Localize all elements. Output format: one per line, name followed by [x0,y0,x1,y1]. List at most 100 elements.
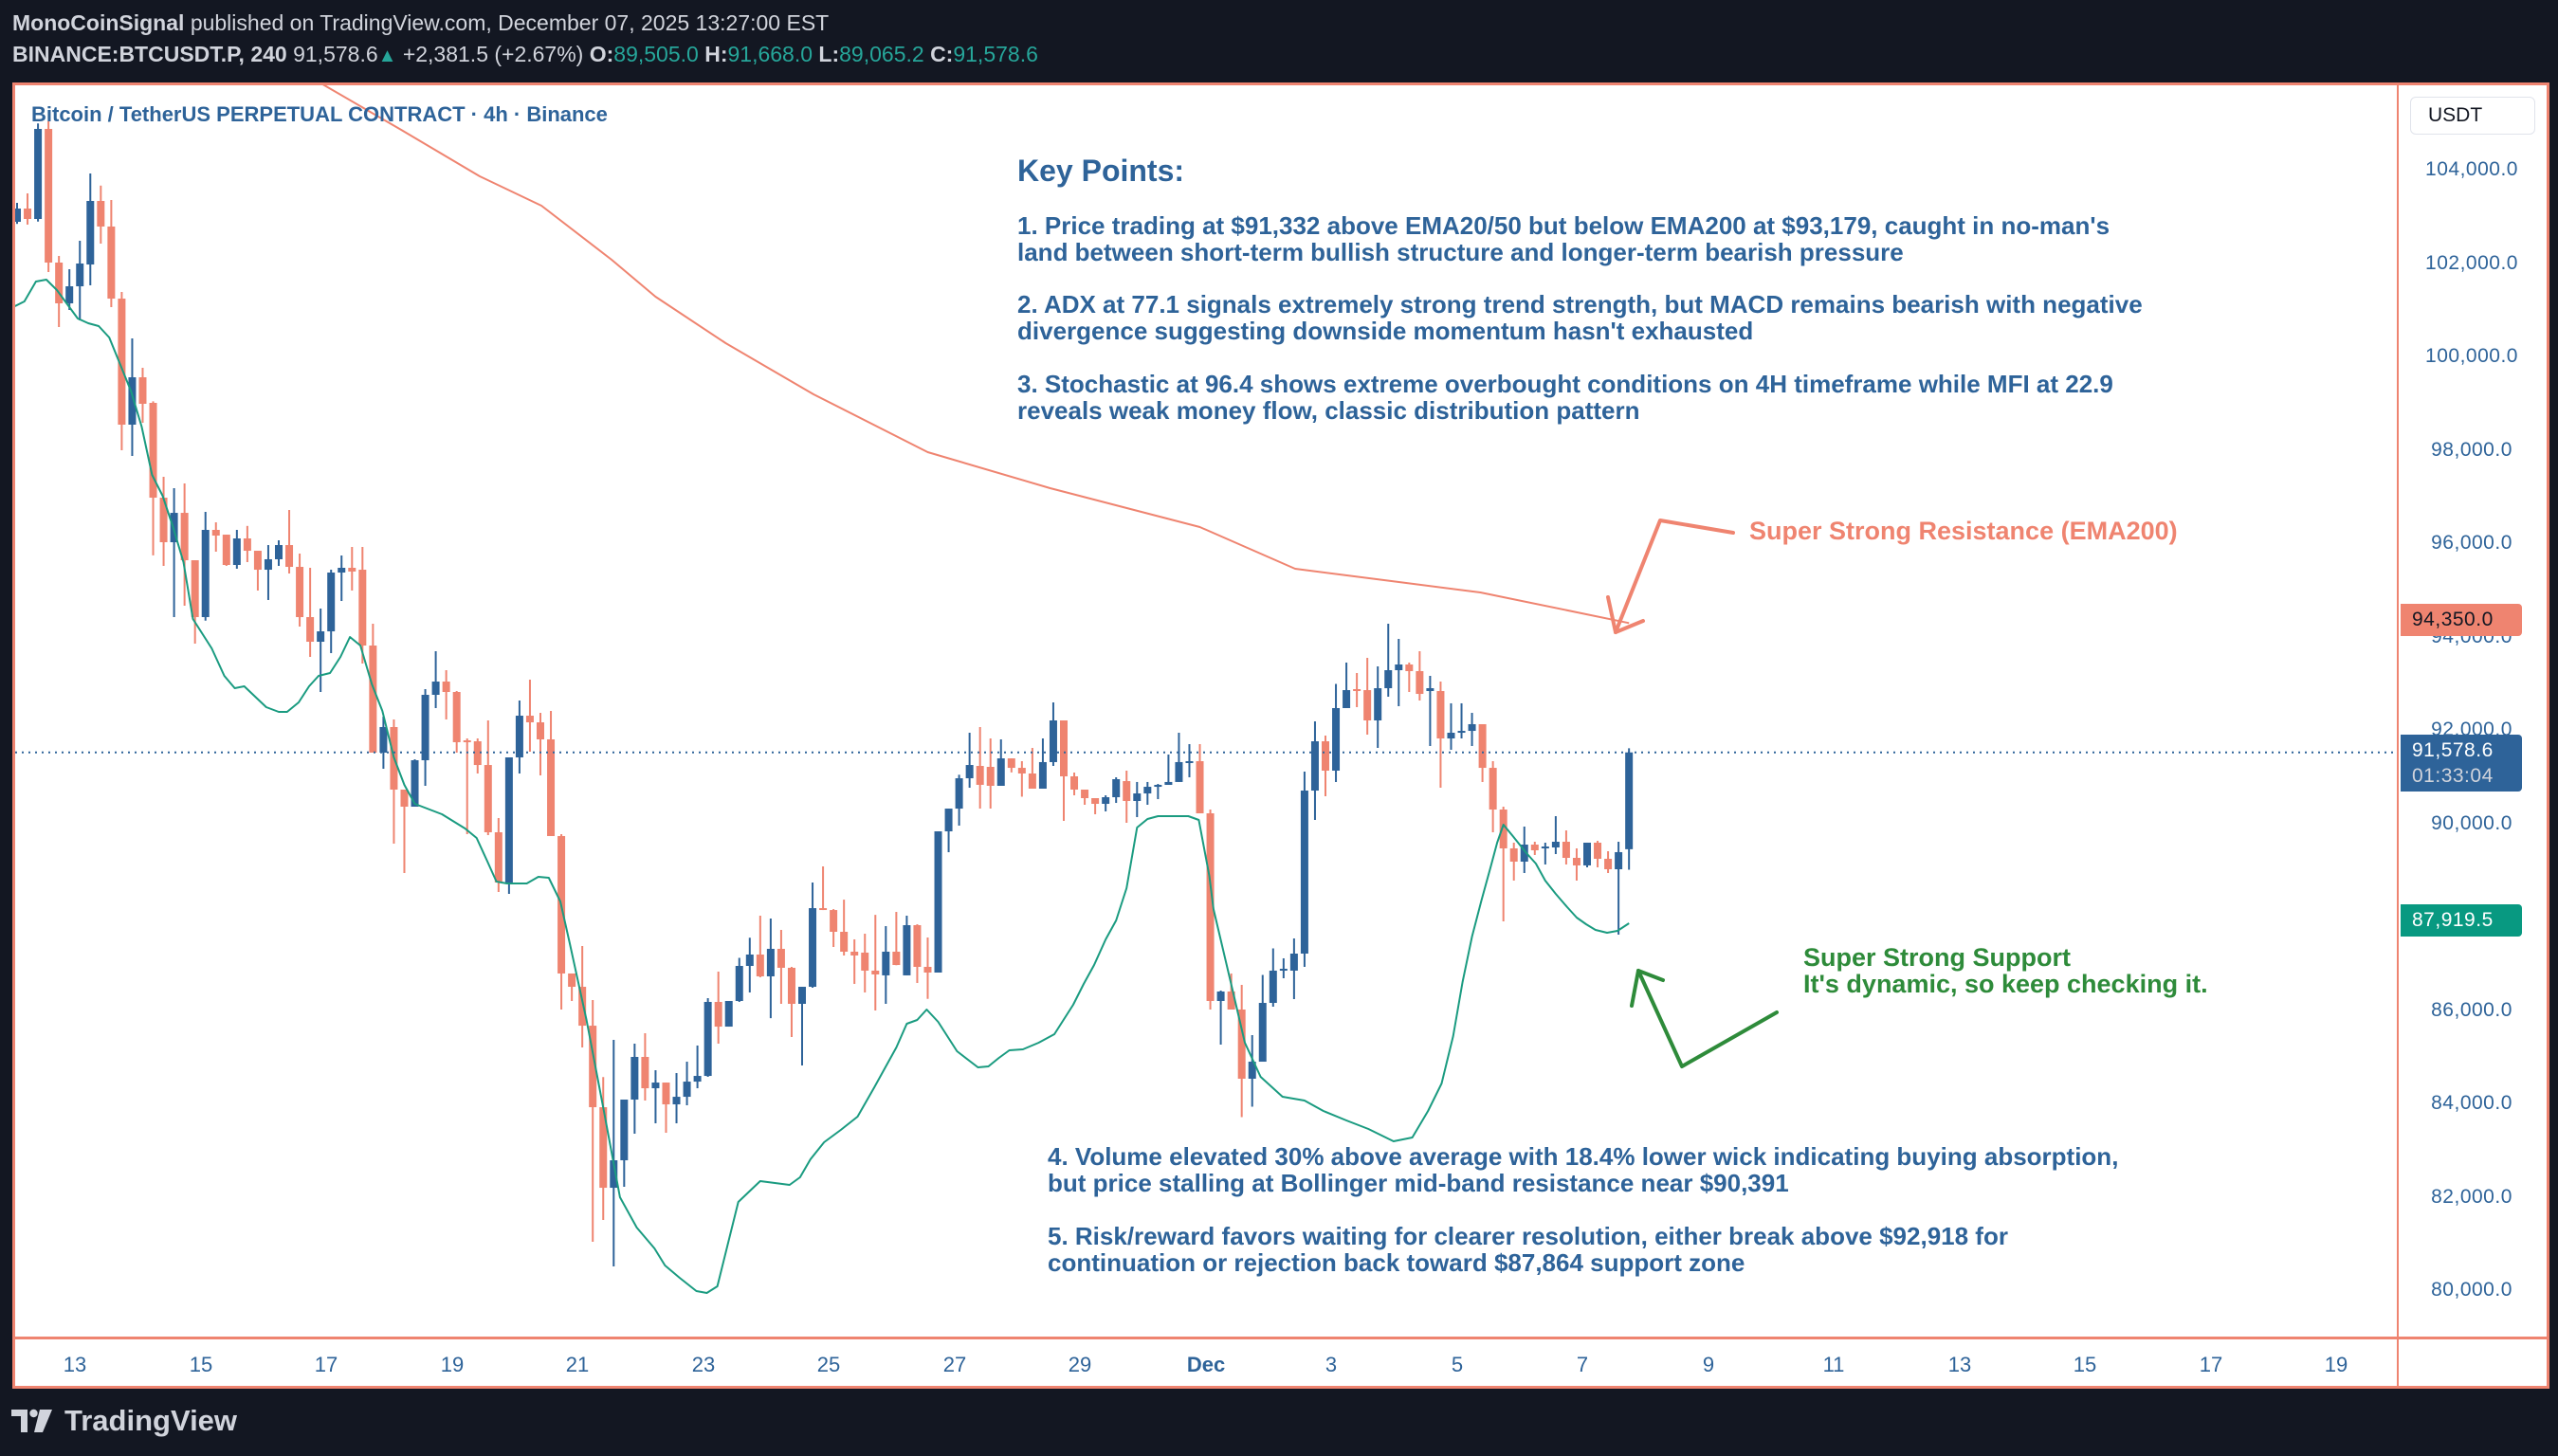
candle-body [1604,858,1613,870]
candle-body [484,765,492,833]
candle-body [317,631,325,643]
time-tick-label: 21 [565,1353,590,1376]
candle-body [1436,691,1445,739]
candle-body [107,226,116,300]
candle-body [693,1076,702,1083]
candle-body [683,1082,691,1098]
candle-body [1028,773,1036,790]
candle-body [306,617,315,643]
candle-body [850,951,859,956]
price-tick-label: 86,000.0 [2431,998,2512,1021]
candle-body [830,910,838,933]
candle-body [1269,970,1277,1004]
time-tick-label: 29 [1068,1353,1092,1376]
chart-plot-area[interactable]: Bitcoin / TetherUS PERPETUAL CONTRACT · … [15,85,2397,1337]
candle-body [442,682,450,693]
key-point-5: 5. Risk/reward favors waiting for cleare… [1048,1223,2008,1276]
candle-body [504,757,513,883]
support-annotation-line-2: It's dynamic, so keep checking it. [1803,970,2208,998]
candle-body [913,925,922,967]
indicator-lines [15,85,1630,1294]
candle-body [903,925,911,975]
candle-body [1102,797,1110,805]
candle-body [934,831,942,973]
time-tick-label: 13 [63,1353,87,1376]
candle-body [882,951,890,975]
candle-body [358,570,367,646]
candle-body [138,377,147,404]
key-points-title: Key Points: [1017,154,1185,188]
candle-body [400,789,409,808]
candle-body [787,967,795,1004]
candle-body [714,1001,722,1028]
candle-body [327,573,336,632]
time-tick-label: 15 [189,1353,213,1376]
candle-body [1426,688,1434,692]
key-point-1-line-1: 1. Price trading at $91,332 above EMA20/… [1017,211,2110,240]
candle-body [568,973,576,988]
candle-body [76,263,84,287]
ema200-line [322,85,1630,625]
currency-unit-button[interactable]: USDT [2410,97,2535,135]
key-point-3-line-1: 3. Stochastic at 96.4 shows extreme over… [1017,370,2113,398]
publish-info: MonoCoinSignal published on TradingView.… [12,9,829,36]
candle-body [159,498,168,543]
bar-countdown: 01:33:04 [2412,764,2494,787]
candle-body [1017,768,1026,774]
candle-body [1615,851,1623,870]
candle-body [1353,689,1361,692]
author-name[interactable]: MonoCoinSignal [12,10,185,35]
candle-body [338,567,346,573]
candle-body [651,1083,660,1089]
candle-body [86,200,95,265]
candle-body [1541,846,1549,849]
candle-body [819,908,828,911]
candle-body [65,286,74,303]
symbol-label: BINANCE:BTCUSDT.P, 240 [12,42,287,66]
key-point-2-line-2: divergence suggesting downside momentum … [1017,317,1754,345]
candle-body [515,716,523,758]
candle-body [348,567,356,572]
price-axis[interactable]: USDT 104,000.0 102,000.0 100,000.0 98,000.0… [2397,85,2547,1386]
time-tick-label: 17 [314,1353,338,1376]
bollinger-lower-line [15,279,1630,1294]
price-tick-label: 100,000.0 [2425,345,2518,367]
price-tick-label: 104,000.0 [2425,158,2518,180]
candle-body [128,377,137,425]
resistance-annotation: Super Strong Resistance (EMA200) [1749,517,2178,545]
candle-body [1457,731,1466,734]
candle-body [1185,760,1194,763]
candle-body [473,741,482,766]
open-value: 89,505.0 [613,42,699,66]
candle-body [589,1026,597,1108]
candle-body [201,530,210,618]
key-point-5-line-1: 5. Risk/reward favors waiting for cleare… [1048,1222,2008,1250]
last-price: 91,578.6 [293,42,378,66]
candle-body [1395,664,1403,671]
candle-body [118,299,126,425]
time-tick-label: 17 [2199,1353,2223,1376]
last-price-badge-value: 91,578.6 [2412,738,2494,761]
candle-body [965,765,974,779]
candle-body [809,908,817,988]
candle-body [996,758,1005,786]
time-tick-label: 27 [942,1353,967,1376]
candle-body [1499,810,1507,848]
candle-body [1112,779,1121,798]
candle-body [253,551,262,571]
candle-body [1175,761,1183,782]
annotation-arrows [1606,519,1779,1068]
tradingview-logo[interactable]: TradingView [11,1404,237,1438]
candle-body [15,209,21,223]
candle-body [756,954,764,976]
tradingview-brand-text: TradingView [64,1404,238,1437]
time-axis[interactable]: 13 15 17 19 21 23 25 27 29 Dec 3 5 7 9 11 13 15 17 19 [15,1337,2397,1386]
candle-body [1216,991,1225,1001]
up-triangle-icon: ▲ [377,46,397,66]
tradingview-logo-icon [11,1409,52,1432]
candle-body [494,832,502,883]
candle-body [452,692,461,742]
candle-body [923,966,932,973]
low-label: L: [818,42,840,66]
candle-body [1049,719,1057,762]
